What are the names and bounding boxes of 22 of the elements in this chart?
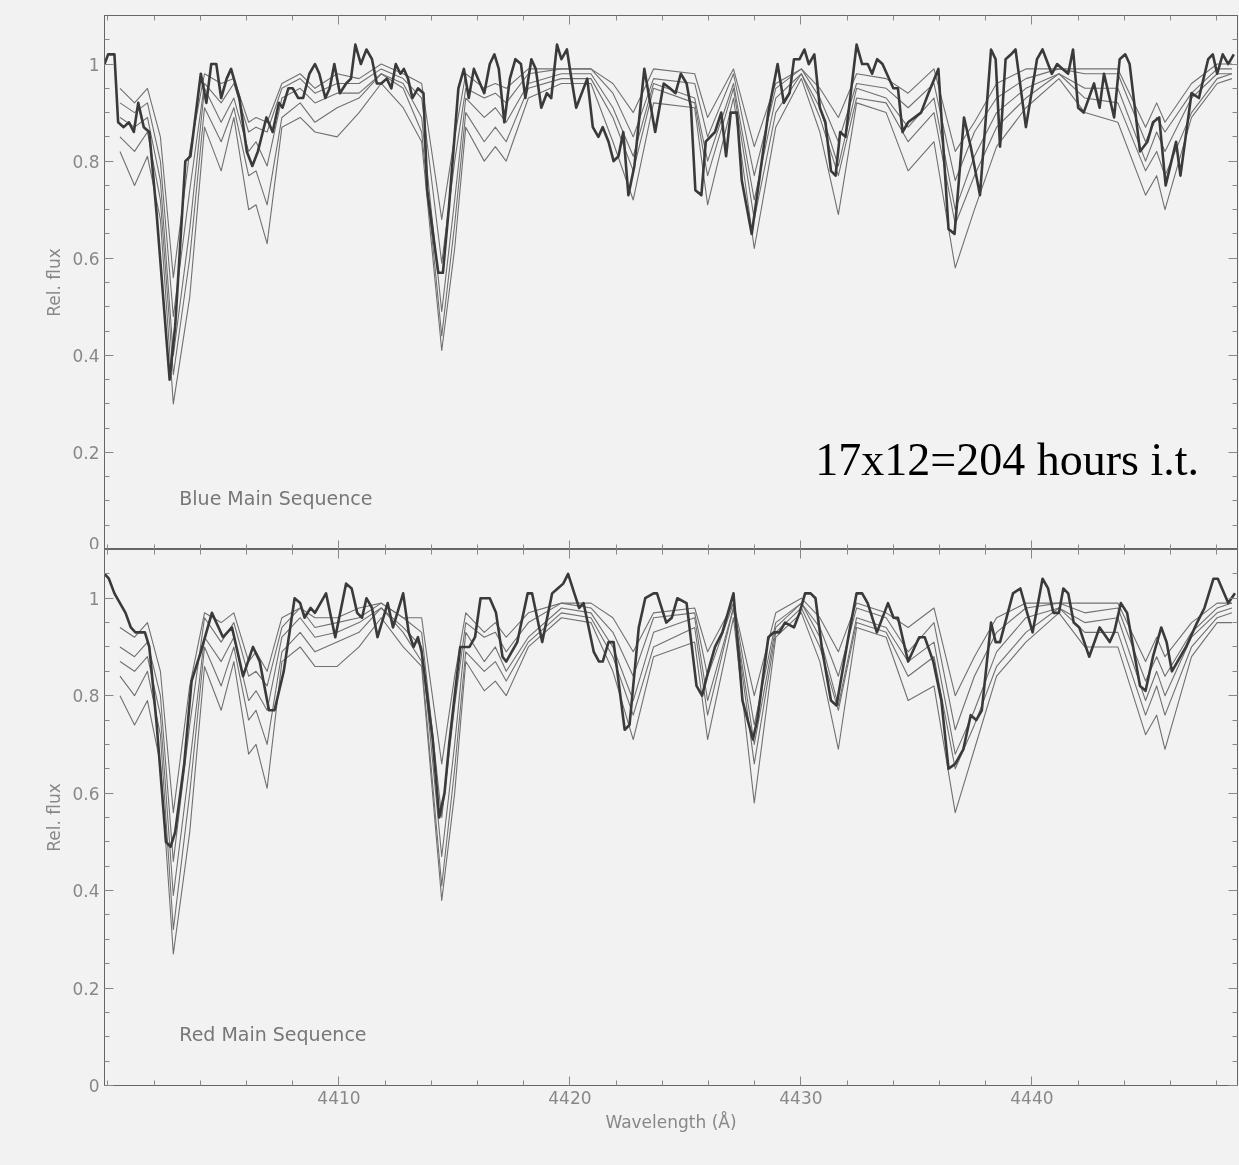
y-tick-label: 0.6 [72, 248, 100, 269]
y-axis-title: Rel. flux [44, 248, 65, 317]
annotation: Blue Main Sequence [179, 487, 373, 510]
annotation: 17x12=204 hours i.t. [815, 434, 1199, 486]
y-tick-label: 0 [88, 1076, 100, 1096]
x-tick-label: 4430 [779, 1087, 823, 1108]
y-tick-label: 0.8 [72, 686, 100, 707]
y-tick-label: 0.4 [72, 345, 100, 366]
y-tick-label: 0.6 [72, 783, 100, 804]
y-tick-label: 0.8 [72, 151, 100, 172]
y-tick-label: 0 [88, 533, 100, 554]
y-axis-title: Rel. flux [44, 783, 65, 852]
x-axis-title: Wavelength (Å) [605, 1110, 737, 1132]
x-tick-label: 4420 [548, 1087, 592, 1108]
annotation: Red Main Sequence [179, 1023, 367, 1046]
y-tick-label: 0.4 [72, 881, 100, 902]
x-tick-label: 4410 [317, 1087, 361, 1108]
x-tick-label: 4440 [1010, 1087, 1054, 1108]
y-tick-label: 1 [88, 588, 100, 609]
y-tick-label: 1 [88, 54, 100, 75]
y-tick-label: 0.2 [72, 442, 100, 463]
y-tick-label: 0.2 [72, 978, 100, 999]
